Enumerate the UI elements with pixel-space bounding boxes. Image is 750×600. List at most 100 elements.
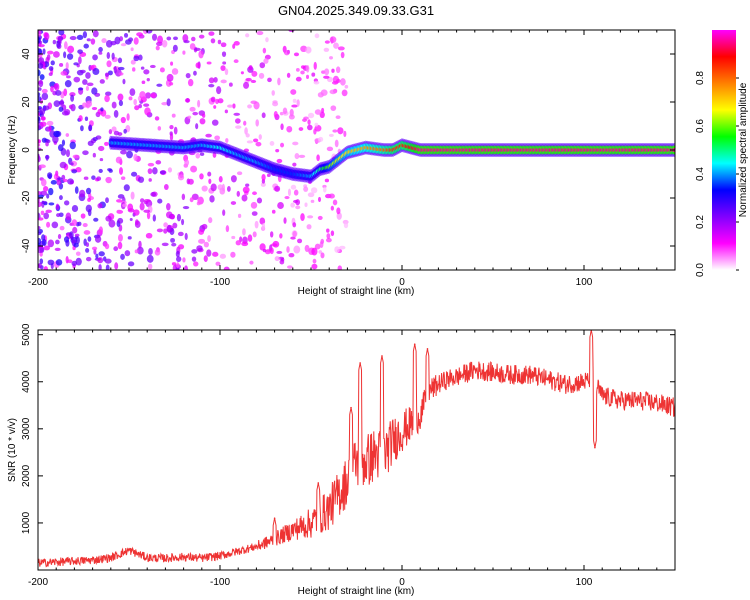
- noise-speck: [325, 237, 332, 243]
- noise-speck: [288, 253, 295, 258]
- noise-speck: [259, 217, 266, 225]
- noise-speck: [79, 189, 86, 198]
- snr-spike: [317, 482, 320, 484]
- snr-y-tick-label: 4000: [21, 370, 32, 393]
- noise-speck: [47, 172, 53, 179]
- noise-speck: [41, 200, 48, 205]
- noise-speck: [75, 236, 80, 245]
- noise-speck: [236, 190, 240, 197]
- noise-speck: [173, 36, 178, 41]
- noise-speck: [130, 47, 134, 52]
- noise-speck: [203, 241, 210, 248]
- noise-speck: [120, 176, 126, 180]
- noise-speck: [83, 176, 89, 180]
- noise-speck: [207, 171, 212, 177]
- noise-speck: [74, 233, 80, 237]
- noise-speck: [305, 74, 310, 80]
- noise-speck: [143, 209, 151, 213]
- noise-speck: [181, 193, 186, 201]
- noise-speck: [182, 205, 190, 210]
- noise-speck: [206, 61, 212, 65]
- noise-speck: [334, 139, 339, 148]
- noise-speck: [67, 178, 74, 185]
- colorbar: 0.0 0.2 0.4 0.6 0.8 Normalized spectral ampl…: [695, 30, 749, 277]
- noise-speck: [38, 62, 44, 69]
- noise-speck: [189, 43, 196, 50]
- noise-speck: [195, 62, 201, 69]
- noise-speck: [280, 257, 285, 262]
- noise-speck: [256, 30, 264, 36]
- noise-speck: [220, 42, 227, 48]
- noise-speck: [253, 138, 259, 143]
- noise-speck: [65, 212, 72, 221]
- snr-spike: [413, 343, 416, 345]
- noise-speck: [38, 217, 44, 221]
- noise-speck: [38, 201, 42, 208]
- noise-speck: [232, 43, 236, 49]
- noise-speck: [260, 182, 266, 187]
- noise-speck: [198, 238, 206, 244]
- noise-speck: [38, 69, 41, 77]
- noise-speck: [341, 89, 348, 97]
- noise-speck: [209, 195, 215, 203]
- noise-speck: [43, 185, 49, 192]
- noise-speck: [82, 150, 89, 156]
- noise-speck: [152, 167, 158, 175]
- noise-speck: [329, 89, 337, 95]
- noise-speck: [38, 139, 41, 144]
- noise-speck: [335, 66, 341, 74]
- noise-speck: [274, 185, 281, 192]
- noise-speck: [218, 175, 223, 183]
- noise-speck: [230, 251, 236, 258]
- noise-speck: [271, 90, 275, 96]
- noise-speck: [111, 126, 117, 133]
- noise-speck: [232, 103, 236, 109]
- noise-speck: [235, 125, 242, 129]
- noise-speck: [113, 109, 119, 118]
- noise-speck: [93, 248, 97, 255]
- noise-speck: [126, 113, 130, 121]
- noise-speck: [277, 201, 284, 210]
- noise-speck: [72, 226, 78, 234]
- noise-speck: [48, 66, 54, 71]
- noise-speck: [55, 259, 63, 266]
- noise-speck: [73, 76, 81, 83]
- noise-speck: [38, 194, 44, 198]
- noise-speck: [247, 234, 253, 242]
- noise-speck: [230, 201, 237, 205]
- noise-speck: [104, 141, 109, 146]
- noise-speck: [295, 76, 302, 82]
- noise-speck: [182, 34, 189, 42]
- noise-speck: [217, 184, 224, 191]
- noise-speck: [59, 99, 64, 108]
- noise-speck: [104, 243, 110, 250]
- noise-speck: [221, 183, 225, 192]
- noise-speck: [292, 230, 297, 238]
- spectrogram-y-label: Frequency (Hz): [7, 116, 18, 185]
- noise-speck: [84, 116, 89, 122]
- snr-spike: [594, 446, 596, 449]
- noise-speck: [279, 111, 284, 116]
- noise-speck: [269, 231, 274, 238]
- noise-speck: [55, 239, 60, 245]
- noise-speck: [269, 141, 275, 146]
- noise-speck: [139, 198, 145, 203]
- noise-speck: [74, 186, 79, 194]
- noise-speck: [199, 173, 204, 180]
- noise-speck: [38, 92, 41, 97]
- noise-speck: [217, 39, 222, 45]
- noise-speck: [333, 42, 339, 49]
- noise-speck: [86, 82, 94, 87]
- noise-speck: [321, 107, 325, 113]
- noise-speck: [330, 205, 334, 211]
- noise-speck: [194, 47, 201, 52]
- noise-speck: [87, 140, 94, 146]
- snr-y-label: SNR (10 * v/v): [7, 418, 18, 482]
- noise-speck: [292, 162, 297, 167]
- snr-series: [38, 330, 675, 568]
- noise-speck: [56, 213, 61, 218]
- noise-speck: [154, 116, 160, 121]
- noise-speck: [59, 63, 64, 67]
- noise-speck: [173, 126, 178, 135]
- spectrogram-y-tick-label: -40: [21, 238, 32, 253]
